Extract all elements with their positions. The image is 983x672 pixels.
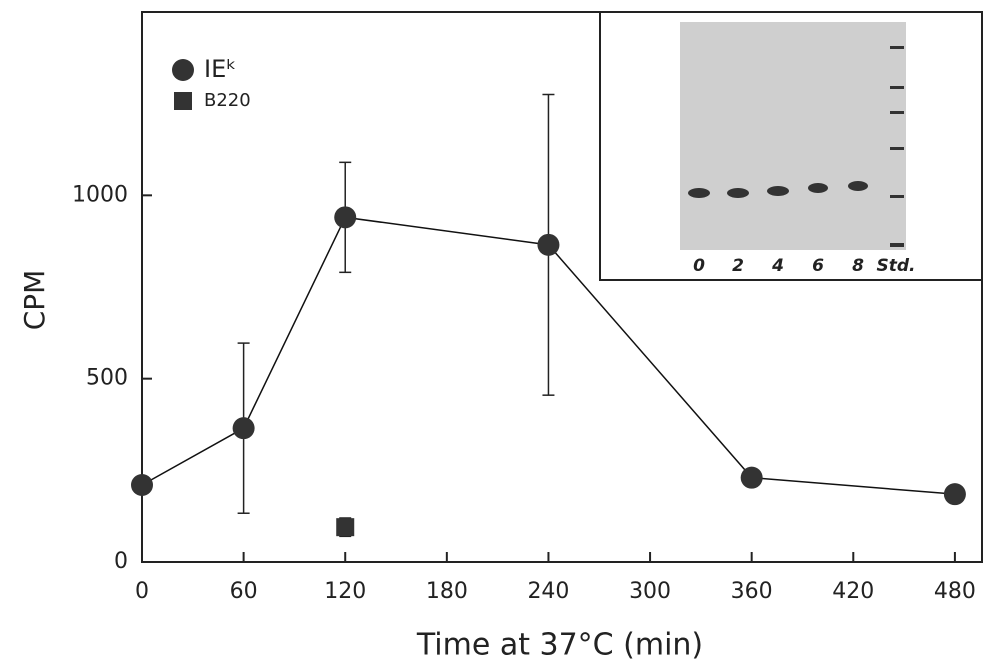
inset bbox=[599, 11, 983, 281]
lane-label: Std. bbox=[877, 256, 916, 276]
lane-label: 2 bbox=[732, 256, 744, 276]
x-axis-label: Time at 37°C (min) bbox=[416, 628, 703, 663]
y-axis-label: CPM bbox=[18, 270, 51, 331]
legend-marker bbox=[174, 92, 192, 110]
data-point bbox=[943, 483, 966, 506]
data-point bbox=[740, 466, 763, 489]
x-tick-label: 240 bbox=[527, 579, 569, 604]
y-tick-label: 0 bbox=[114, 549, 128, 574]
y-tick-label: 500 bbox=[86, 366, 128, 391]
legend-label: IEᵏ bbox=[204, 55, 236, 83]
series-line bbox=[141, 216, 955, 495]
data-point bbox=[334, 206, 357, 229]
legend-label: B220 bbox=[204, 90, 251, 111]
lane-label: 6 bbox=[812, 256, 824, 276]
lane-label: 8 bbox=[852, 256, 864, 276]
plot-frame bbox=[141, 11, 983, 563]
x-tick-label: 480 bbox=[934, 579, 976, 604]
lane-label: 0 bbox=[693, 256, 705, 276]
lane-label: 4 bbox=[771, 256, 784, 276]
x-tick-label: 60 bbox=[230, 579, 258, 604]
legend-marker bbox=[172, 59, 194, 81]
x-tick-label: 180 bbox=[426, 579, 468, 604]
x-tick-label: 0 bbox=[135, 579, 149, 604]
gel-image bbox=[680, 22, 906, 250]
x-tick-label: 360 bbox=[731, 579, 773, 604]
x-tick-label: 300 bbox=[629, 579, 671, 604]
data-point bbox=[232, 417, 255, 440]
data-point bbox=[537, 233, 560, 256]
y-tick-label: 1000 bbox=[72, 182, 128, 207]
data-point bbox=[131, 474, 153, 496]
gel-bands bbox=[688, 46, 904, 247]
x-tick-label: 120 bbox=[324, 579, 366, 604]
x-tick-label: 420 bbox=[832, 579, 874, 604]
data-point bbox=[336, 518, 355, 537]
